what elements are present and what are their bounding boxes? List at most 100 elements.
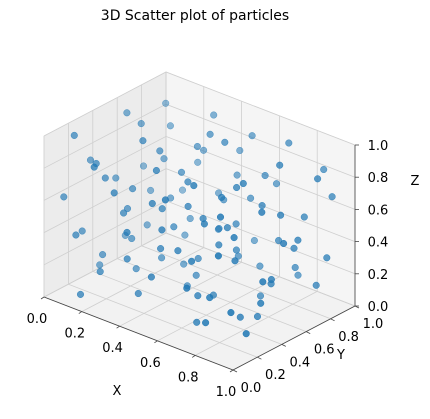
data-point xyxy=(158,205,166,213)
data-point xyxy=(161,196,169,204)
data-point xyxy=(194,292,202,300)
y-grid-line xyxy=(165,72,356,307)
data-point xyxy=(193,318,201,326)
data-point xyxy=(99,251,107,259)
y-tick-mark xyxy=(257,356,262,360)
data-point xyxy=(223,224,231,232)
data-point xyxy=(186,214,194,223)
data-point xyxy=(200,220,208,228)
data-point xyxy=(137,120,145,128)
data-point xyxy=(232,246,240,254)
data-point xyxy=(96,261,104,269)
data-point xyxy=(180,260,188,268)
data-point xyxy=(174,247,182,255)
data-point xyxy=(294,236,302,244)
data-point xyxy=(233,171,241,179)
data-point xyxy=(184,178,192,186)
data-point xyxy=(200,146,208,154)
data-point xyxy=(96,268,104,276)
y-tick-label: 0.0 xyxy=(241,381,262,396)
z-tick-label: 0.8 xyxy=(368,171,389,186)
data-point xyxy=(120,209,128,217)
data-point xyxy=(148,199,156,208)
x-tick-mark xyxy=(116,325,120,329)
x-tick-label: 0.6 xyxy=(140,356,161,371)
data-point xyxy=(206,130,214,138)
data-point xyxy=(250,236,258,245)
data-point xyxy=(261,171,269,180)
data-point xyxy=(221,138,229,146)
data-point xyxy=(328,193,336,201)
data-point xyxy=(276,161,284,169)
x-axis-line xyxy=(43,296,234,371)
data-point xyxy=(132,265,140,273)
axis-lines xyxy=(43,145,356,371)
y-axis-label: Y xyxy=(336,348,345,363)
data-point xyxy=(181,231,189,239)
data-point xyxy=(134,289,142,298)
data-point xyxy=(258,202,266,210)
data-point xyxy=(206,294,214,302)
data-point xyxy=(123,205,132,213)
data-point xyxy=(256,292,265,300)
data-point xyxy=(257,299,265,307)
data-point xyxy=(139,162,148,170)
data-point xyxy=(272,180,281,188)
x-tick-label: 0.0 xyxy=(27,312,48,327)
data-point xyxy=(277,211,285,219)
data-point xyxy=(312,281,320,289)
x-tick-mark xyxy=(229,369,234,373)
data-point xyxy=(290,244,298,252)
data-point xyxy=(72,231,80,239)
data-point xyxy=(86,156,95,164)
x-tick-label: 0.8 xyxy=(178,370,199,385)
y-tick-mark xyxy=(281,344,286,347)
data-point xyxy=(147,186,155,194)
data-point xyxy=(194,254,202,263)
z-tick-label: 0.0 xyxy=(368,300,389,315)
data-point xyxy=(218,193,226,201)
tick-labels: 0.00.20.40.60.81.0 0.00.20.40.60.81.00.00… xyxy=(27,139,389,400)
data-point xyxy=(280,239,288,248)
data-point xyxy=(147,273,155,281)
x-tick-label: 1.0 xyxy=(216,385,237,400)
data-point xyxy=(177,168,186,176)
data-point xyxy=(256,262,264,270)
data-point xyxy=(193,142,201,151)
data-point xyxy=(70,131,78,139)
y-tick-label: 0.8 xyxy=(338,330,359,345)
data-point xyxy=(143,221,151,229)
data-point xyxy=(190,182,198,190)
x-tick-mark xyxy=(191,355,196,358)
data-point xyxy=(90,163,98,171)
z-axis-label: Z xyxy=(411,174,420,189)
y-tick-label: 0.2 xyxy=(265,368,286,383)
data-point xyxy=(128,234,136,243)
data-point xyxy=(230,234,238,242)
data-point xyxy=(166,122,174,130)
data-point xyxy=(123,255,131,263)
data-point xyxy=(267,275,275,284)
x-tick-mark xyxy=(154,340,158,344)
data-point xyxy=(192,271,200,279)
y-tick-label: 0.4 xyxy=(289,355,310,370)
data-point xyxy=(60,193,68,201)
data-point xyxy=(248,132,256,140)
data-point xyxy=(239,179,247,188)
data-point xyxy=(259,278,267,286)
data-point xyxy=(291,263,299,272)
data-point xyxy=(157,245,165,253)
data-point xyxy=(78,227,86,235)
data-point xyxy=(160,155,168,163)
data-point xyxy=(110,189,118,197)
y-axis-line xyxy=(232,305,356,371)
data-point xyxy=(202,319,210,327)
data-point xyxy=(323,254,331,262)
data-point xyxy=(215,241,223,249)
data-point xyxy=(227,309,235,317)
data-point xyxy=(215,224,223,233)
data-points xyxy=(60,99,336,338)
x-tick-mark xyxy=(78,311,83,314)
